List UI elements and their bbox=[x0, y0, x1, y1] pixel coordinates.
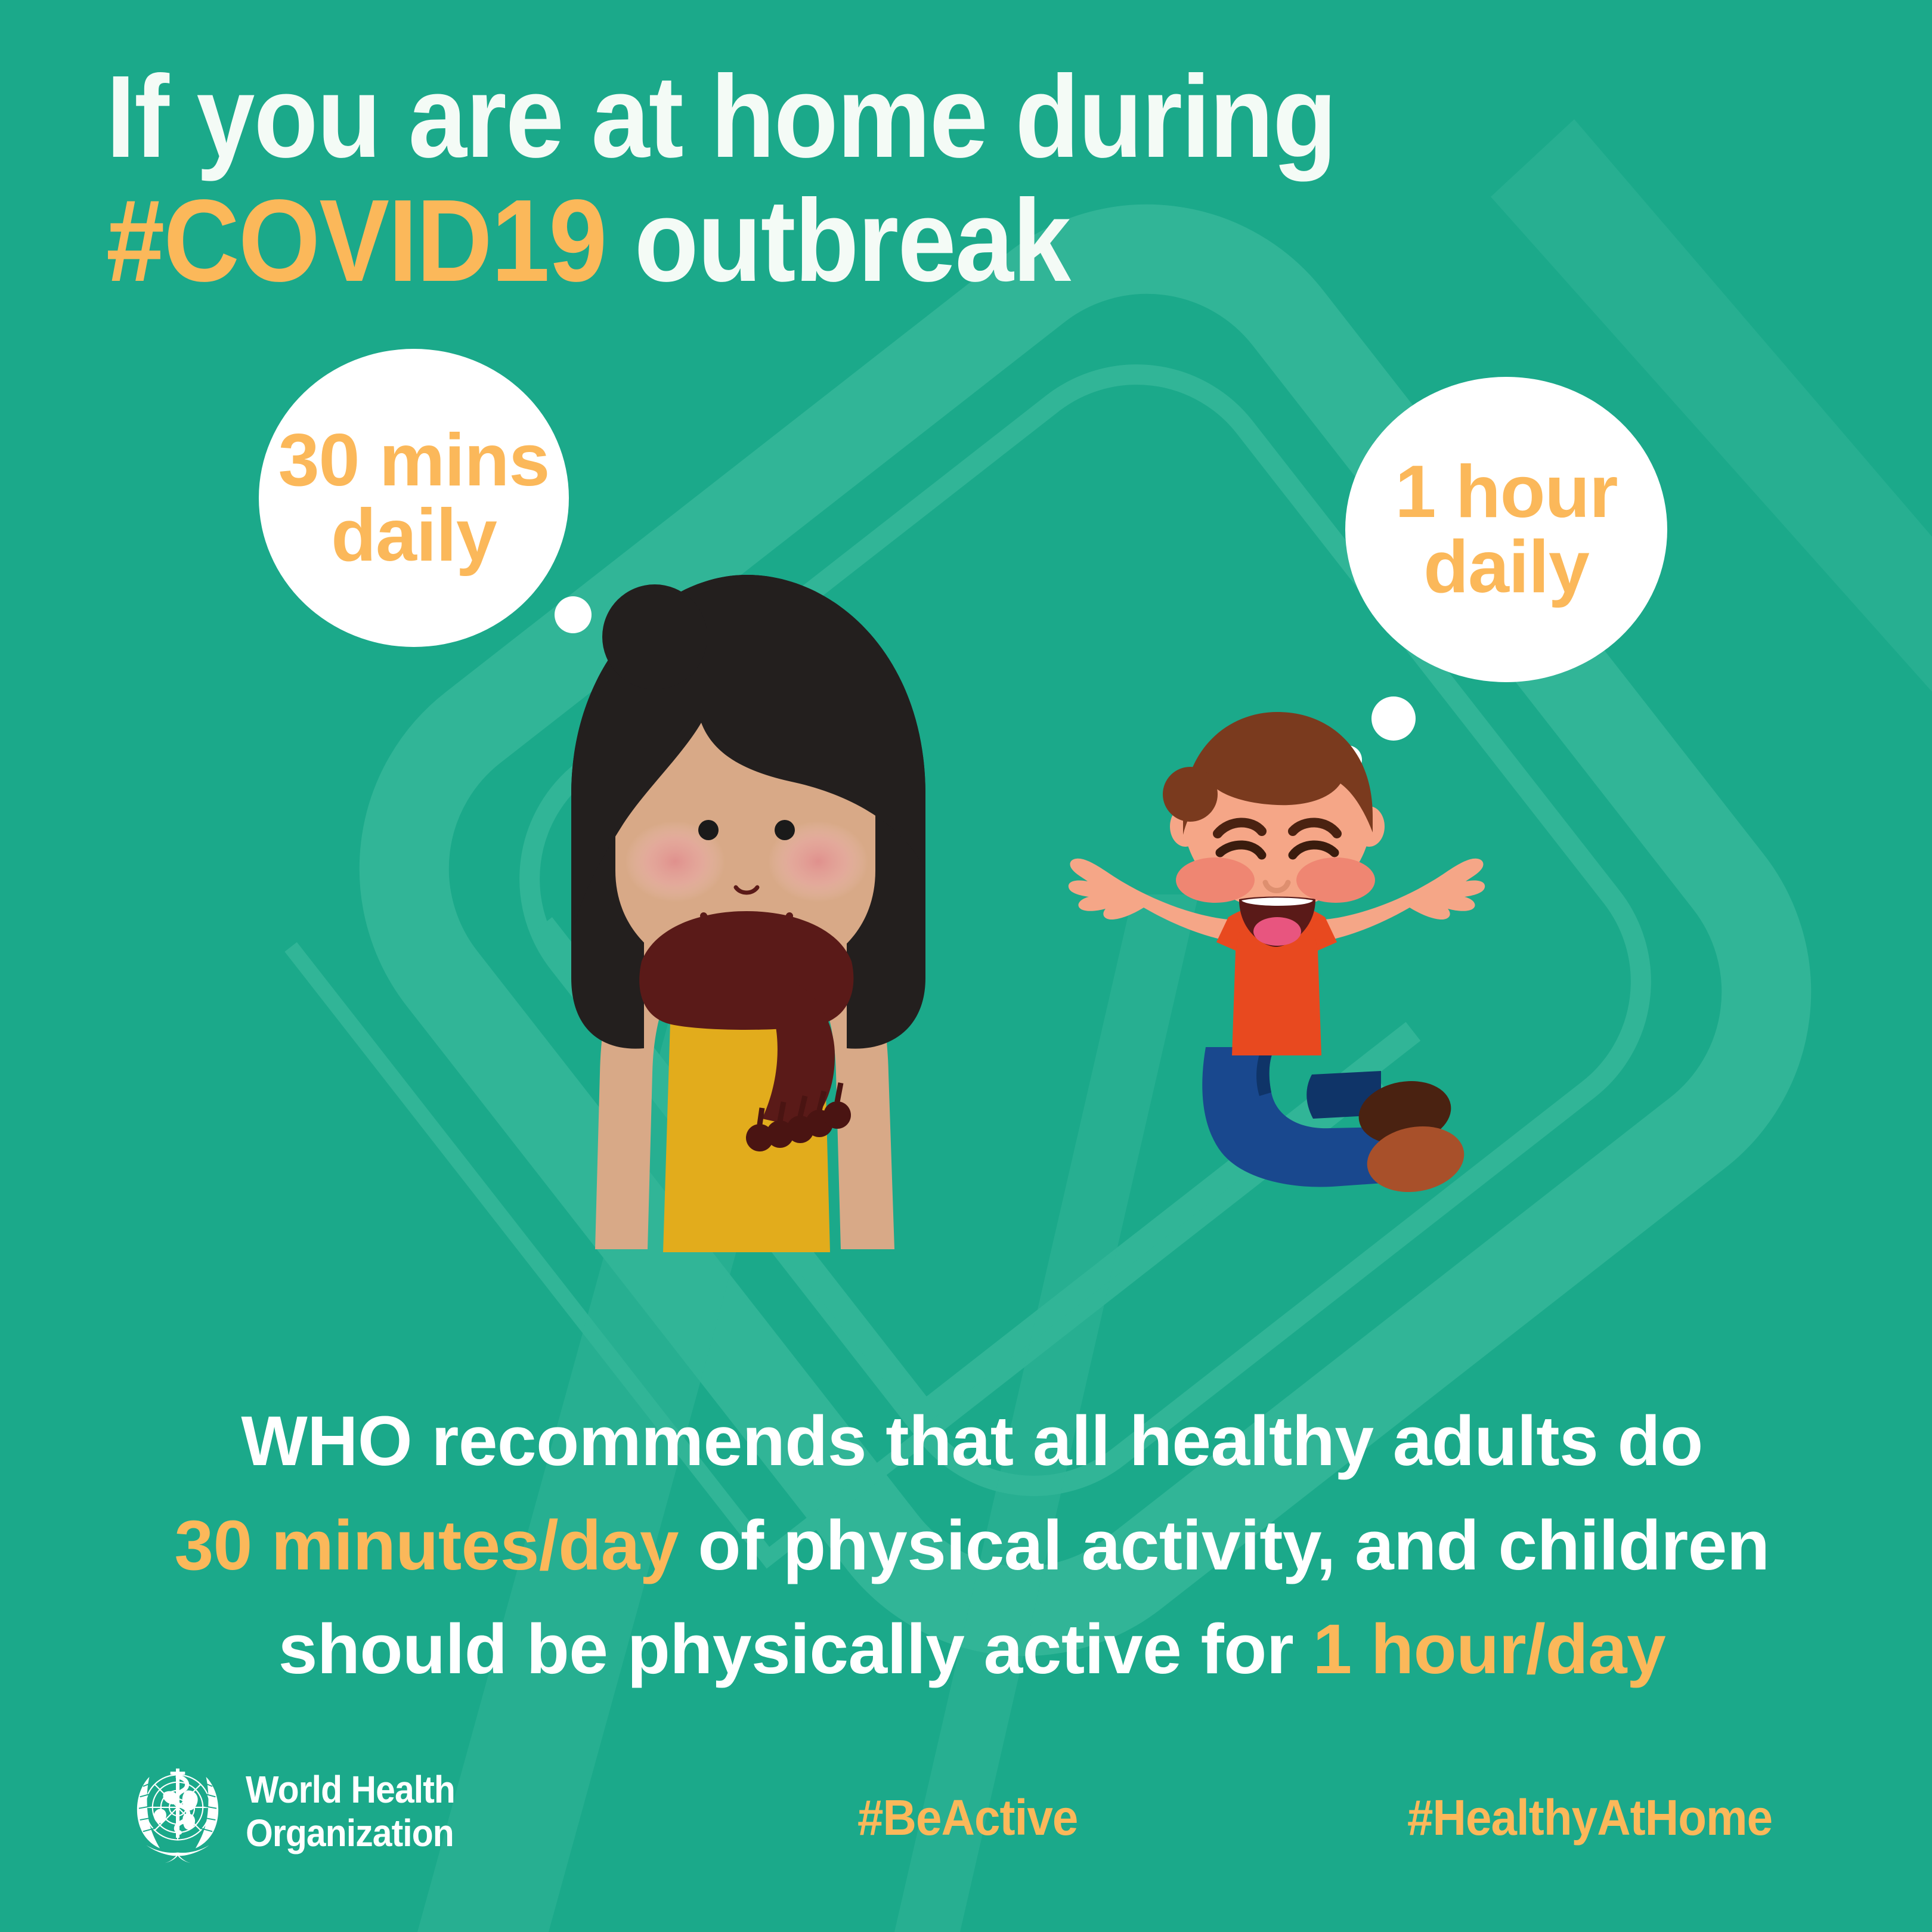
body-line-3-pre: should be physically active for bbox=[278, 1610, 1313, 1689]
body-line-2-rest: of physical activity, and children bbox=[679, 1506, 1770, 1585]
woman-with-scarf-illustration bbox=[571, 575, 925, 1252]
body-line-3: should be physically active for 1 hour/d… bbox=[167, 1597, 1777, 1702]
hashtag-beactive[interactable]: #BeActive bbox=[857, 1789, 1078, 1846]
body-accent-1-hour: 1 hour/day bbox=[1312, 1610, 1666, 1689]
who-logo-text: World Health Organization bbox=[246, 1768, 456, 1855]
boy-eye-right bbox=[1288, 840, 1339, 860]
boy-legs bbox=[1202, 1047, 1383, 1187]
boy-eyebrow-right bbox=[1288, 818, 1342, 838]
who-logo: World Health Organization bbox=[125, 1759, 473, 1864]
bubble-child-line-2: daily bbox=[1423, 526, 1590, 608]
who-logo-line-2: Organization bbox=[246, 1812, 454, 1854]
woman-blush-left bbox=[625, 821, 725, 902]
woman-blush-right bbox=[768, 821, 868, 902]
body-accent-30-minutes: 30 minutes/day bbox=[174, 1506, 679, 1585]
page-title: If you are at home during #COVID19 outbr… bbox=[106, 55, 1394, 303]
woman-scarf bbox=[639, 911, 854, 1151]
headline-line-1: If you are at home during bbox=[106, 51, 1337, 182]
who-logo-line-1: World Health bbox=[246, 1768, 456, 1812]
boy-hair bbox=[1183, 712, 1373, 835]
jumping-boy-illustration bbox=[1068, 712, 1485, 1193]
boy-nose bbox=[1262, 880, 1291, 893]
woman-nose bbox=[733, 885, 760, 895]
woman-eye-left bbox=[698, 820, 719, 840]
boy-tongue bbox=[1253, 917, 1301, 946]
thought-bubble-child: 1 hour daily bbox=[1345, 377, 1667, 682]
bubble-child-line-1: 1 hour bbox=[1395, 450, 1618, 533]
body-line-2: 30 minutes/day of physical activity, and… bbox=[167, 1494, 1777, 1598]
hashtag-healthyathome[interactable]: #HealthyAtHome bbox=[1407, 1789, 1773, 1846]
body-line-1: WHO recommends that all healthy adults d… bbox=[241, 1402, 1703, 1481]
headline-hashtag-covid19: #COVID19 bbox=[106, 175, 607, 306]
woman-eye-right bbox=[775, 820, 795, 840]
boy-arms bbox=[1068, 858, 1485, 941]
bubble-adult-line-1: 30 mins bbox=[278, 419, 550, 501]
boy-shoes bbox=[1358, 1081, 1465, 1193]
who-emblem-icon bbox=[137, 1768, 219, 1863]
thought-bubble-dot-large-adult bbox=[555, 596, 592, 633]
boy-eye-left bbox=[1215, 840, 1267, 860]
boy-eyebrow-left bbox=[1213, 818, 1267, 838]
thought-bubble-adult: 30 mins daily bbox=[259, 349, 569, 647]
thought-bubble-dot-large-child bbox=[1371, 696, 1416, 741]
boy-shirt bbox=[1216, 903, 1337, 1055]
recommendation-text: WHO recommends that all healthy adults d… bbox=[167, 1389, 1777, 1702]
boy-blush-left bbox=[1176, 857, 1255, 903]
headline-line-2-rest: outbreak bbox=[606, 175, 1071, 306]
boy-teeth bbox=[1241, 897, 1313, 906]
boy-blush-right bbox=[1296, 857, 1375, 903]
bubble-adult-line-2: daily bbox=[331, 494, 497, 577]
